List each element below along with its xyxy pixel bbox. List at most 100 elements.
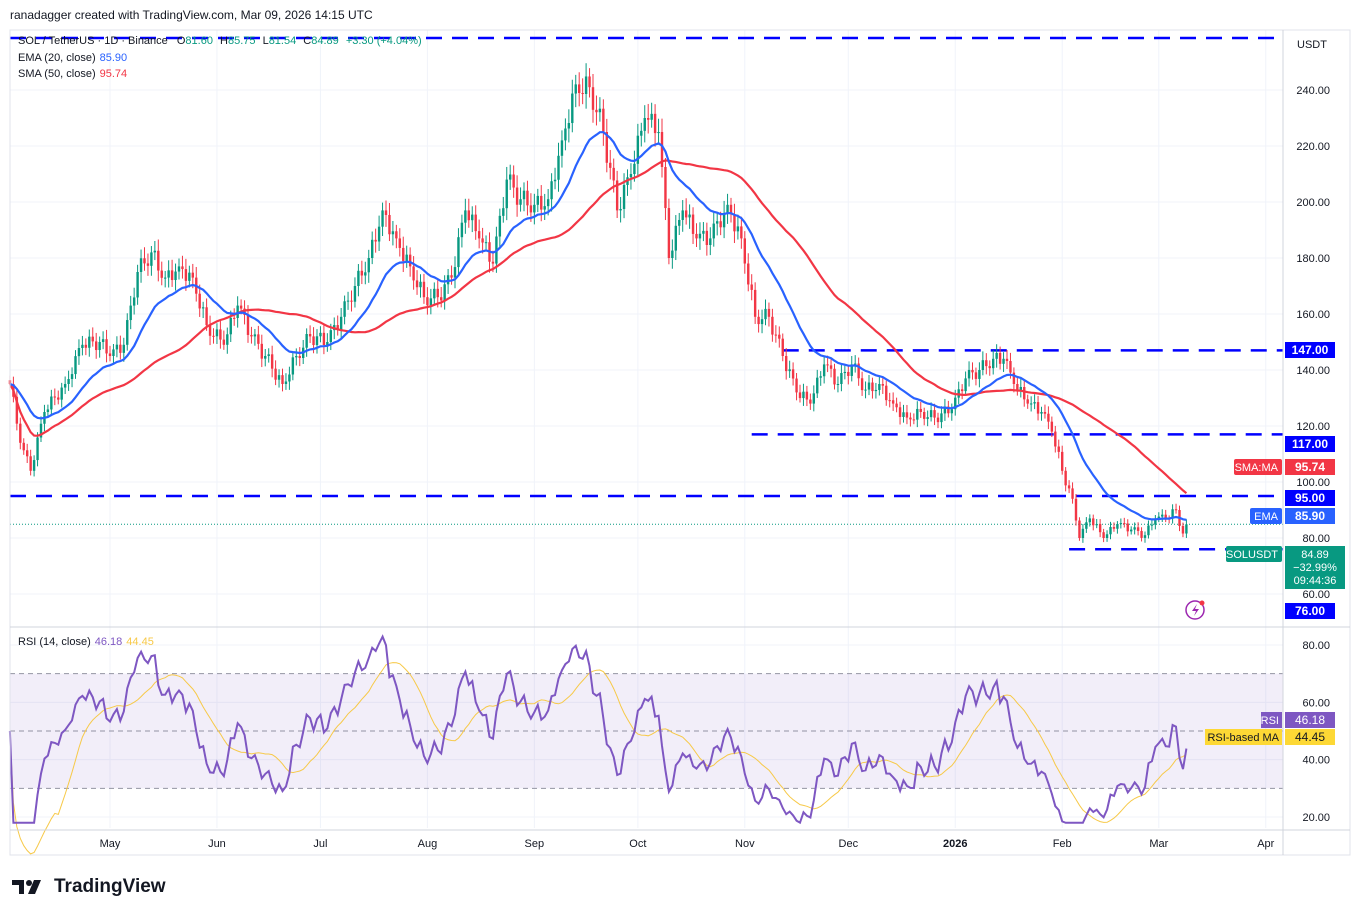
- candle-body: [408, 254, 412, 267]
- candle-body: [781, 338, 784, 356]
- candle-body: [281, 375, 284, 384]
- price-tags: 147.00 117.00 95.00 76.00 SMA:MA 95.74 EMA 85.9…: [1185, 342, 1345, 745]
- candle-body: [457, 237, 460, 268]
- candle-body: [229, 317, 232, 335]
- candle-body: [640, 130, 643, 136]
- candle-body: [436, 288, 439, 298]
- symbol-name: SOL / TetherUS · 1D · Binance: [18, 35, 168, 47]
- candle-body: [398, 238, 401, 248]
- ema-value: 85.90: [99, 52, 128, 64]
- candle-body: [864, 389, 867, 391]
- candle-body: [674, 225, 677, 251]
- candle-body: [964, 378, 967, 392]
- candle-body: [160, 270, 163, 278]
- candle-body: [1061, 451, 1064, 471]
- sma-tag-name: SMA:MA: [1235, 462, 1279, 474]
- rsi-value: 46.18: [94, 636, 123, 648]
- candle-body: [95, 341, 98, 351]
- candle-body: [681, 210, 684, 220]
- candle-body: [288, 374, 291, 382]
- candle-body: [484, 242, 488, 244]
- candle-body: [1064, 470, 1067, 486]
- tradingview-logo[interactable]: TradingView: [12, 876, 166, 898]
- candle-body: [636, 135, 640, 164]
- rsi-ma-tag-value: 44.45: [1295, 730, 1325, 744]
- candle-body: [729, 204, 733, 215]
- candle-body: [353, 286, 357, 302]
- candle-body: [32, 460, 36, 471]
- candle-body: [1092, 518, 1095, 526]
- candle-body: [747, 263, 750, 285]
- logo-text: TradingView: [54, 876, 166, 897]
- candle-body: [1005, 358, 1009, 362]
- candle-body: [629, 174, 633, 178]
- candle-body: [395, 231, 398, 239]
- candle-body: [1085, 522, 1088, 529]
- candles: [8, 63, 1188, 543]
- time-tick-label: Apr: [1257, 838, 1274, 850]
- rsi-ma-value: 44.45: [126, 636, 154, 648]
- candle-body: [736, 226, 740, 232]
- rsi-legend: RSI (14, close) 46.18 44.45: [18, 636, 154, 648]
- candle-body: [1105, 534, 1109, 538]
- candle-body: [322, 332, 326, 346]
- candle-body: [74, 356, 77, 375]
- candle-body: [774, 334, 778, 336]
- rsi-line: [8, 634, 1188, 825]
- time-tick-label: Dec: [839, 838, 859, 850]
- candle-body: [270, 354, 274, 369]
- grid: [10, 30, 1283, 828]
- candle-body: [205, 307, 208, 326]
- candle-body: [143, 258, 146, 264]
- candle-body: [357, 270, 360, 286]
- candle-body: [998, 352, 1002, 364]
- ema-value-bg: [1285, 508, 1335, 524]
- candle-body: [239, 305, 243, 309]
- candle-body: [936, 417, 940, 423]
- candle-body: [740, 226, 743, 239]
- candle-body: [919, 408, 922, 412]
- open-label: O: [176, 35, 186, 47]
- candle-body: [726, 204, 729, 213]
- candle-body: [995, 352, 998, 359]
- candle-body: [881, 384, 884, 386]
- candle-body: [250, 334, 253, 337]
- candle-body: [429, 298, 433, 306]
- candle-body: [567, 123, 571, 129]
- candle-body: [1171, 509, 1174, 519]
- candle-body: [1016, 384, 1019, 391]
- horizontal-levels: [10, 36, 1283, 551]
- price-tick-label: 120.00: [1296, 421, 1330, 433]
- candle-body: [339, 316, 343, 330]
- candle-body: [526, 190, 529, 206]
- candle-body: [384, 210, 388, 215]
- candle-body: [450, 275, 453, 278]
- candle-body: [1088, 518, 1091, 523]
- ema-20-line: [9, 131, 1187, 521]
- candle-body: [298, 356, 301, 359]
- candle-body: [550, 181, 553, 200]
- price-tick-label: 60.00: [1302, 589, 1330, 601]
- candle-body: [377, 226, 381, 242]
- candle-body: [684, 210, 688, 218]
- rsi-tag-value: 46.18: [1295, 713, 1325, 727]
- candle-body: [67, 379, 70, 384]
- sma-50-line: [8, 159, 1188, 495]
- candle-body: [1095, 524, 1098, 526]
- candle-body: [764, 308, 767, 320]
- candle-body: [778, 334, 781, 339]
- candle-body: [698, 233, 702, 239]
- rsi-tick-label: 40.00: [1302, 755, 1330, 767]
- candle-body: [471, 214, 474, 221]
- candle-body: [805, 391, 809, 400]
- candle-body: [81, 344, 84, 349]
- price-tick-label: 180.00: [1296, 253, 1330, 265]
- candle-body: [19, 423, 22, 443]
- candle-body: [719, 221, 722, 228]
- candle-body: [1143, 535, 1147, 538]
- sma-value: 95.74: [1295, 460, 1325, 474]
- candle-body: [498, 215, 502, 237]
- candle-body: [960, 389, 964, 392]
- candle-body: [512, 174, 515, 188]
